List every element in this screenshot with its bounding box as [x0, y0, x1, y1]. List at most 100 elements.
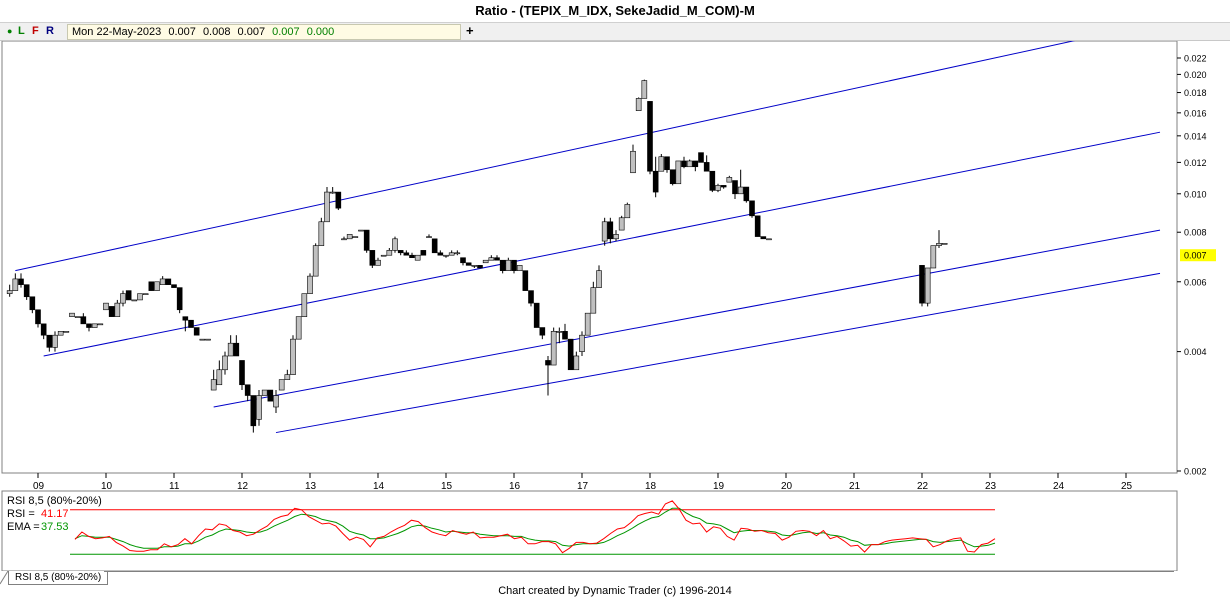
candle-body [601, 221, 608, 242]
candle-body [511, 259, 517, 271]
y-tick-label: 0.014 [1184, 131, 1207, 141]
candle-body [930, 245, 937, 269]
candle-body [437, 252, 444, 256]
candle-body [341, 238, 347, 241]
candle-body [409, 254, 415, 259]
candle-body [624, 204, 631, 219]
chart-area[interactable]: 0.022 0.020 0.018 0.016 0.014 0.012 0.010 0.008… [0, 41, 1230, 571]
x-tick-label: 25 [1121, 481, 1133, 492]
quote-readout: Mon 22-May-2023 0.007 0.008 0.007 0.007 … [67, 24, 461, 40]
chart-title: Ratio - (TEPIX_M_IDX, SekeJadid_M_COM)-M [475, 3, 755, 18]
candle-body [471, 265, 478, 267]
candle-body [431, 238, 438, 254]
candle-body [131, 299, 138, 302]
candle-body [23, 284, 30, 298]
rsi-title: RSI 8,5 (80%-20%) [7, 495, 102, 507]
candle-body [284, 374, 291, 380]
candle-body [392, 238, 398, 251]
channel-line [275, 272, 1161, 434]
ema-line [74, 507, 996, 549]
x-tick-label: 12 [237, 481, 249, 492]
candle-body [692, 160, 699, 168]
candle-body [324, 191, 330, 223]
x-tick-label: 16 [509, 481, 521, 492]
candle-body [754, 215, 761, 237]
candle-body [35, 309, 41, 325]
candle-body [596, 270, 602, 288]
candle-body [301, 293, 308, 317]
y-tick-label: 0.018 [1184, 88, 1207, 98]
x-tick-label: 09 [33, 481, 45, 492]
x-tick-label: 24 [1053, 481, 1065, 492]
candle-body [499, 259, 506, 271]
candle-body [222, 355, 228, 371]
candle-body [533, 302, 540, 328]
candle-body [18, 278, 24, 285]
candle-body [69, 312, 75, 317]
candle-body [91, 323, 98, 328]
candle-body [6, 290, 13, 294]
candle-body [29, 296, 36, 311]
candle-body [522, 270, 529, 291]
candle-body [703, 162, 710, 172]
candle-body [465, 262, 472, 266]
candle-body [295, 316, 302, 340]
x-tick-label: 20 [781, 481, 793, 492]
candle-body [669, 169, 676, 185]
mode-f-button[interactable]: F [32, 25, 39, 37]
candle-body [176, 287, 183, 311]
candle-body [760, 236, 767, 240]
live-dot-icon[interactable]: ● [7, 26, 13, 36]
candle-body [244, 384, 251, 396]
channel-line [15, 41, 1076, 272]
candle-body [924, 267, 931, 304]
last-price-label: 0.007 [1184, 251, 1207, 261]
mode-l-button[interactable]: L [18, 25, 25, 37]
candle-body [618, 217, 625, 231]
candle-body [307, 275, 313, 294]
candle-body [460, 257, 466, 264]
price-axis: 0.022 0.020 0.018 0.016 0.014 0.012 0.010 0.008… [1177, 53, 1216, 477]
candle-body [205, 338, 211, 341]
x-tick-label: 13 [305, 481, 317, 492]
candle-body [380, 254, 387, 257]
candle-body [233, 342, 240, 357]
add-icon[interactable]: + [466, 23, 474, 38]
channel-line [213, 229, 1161, 408]
candle-body [335, 191, 342, 209]
candle-body [607, 221, 614, 240]
x-tick-label: 15 [441, 481, 453, 492]
candles [6, 79, 948, 433]
candle-body [715, 185, 721, 191]
x-tick-label: 19 [713, 481, 725, 492]
quote-date: Mon 22-May-2023 [72, 26, 162, 38]
x-tick-label: 17 [577, 481, 589, 492]
ema-value: 37.53 [41, 521, 69, 533]
y-tick-label: 0.022 [1184, 53, 1207, 63]
candle-body [403, 252, 410, 256]
candle-body [658, 156, 665, 172]
candle-body [562, 331, 568, 340]
candle-body [720, 185, 727, 188]
candle-body [664, 156, 670, 171]
candle-body [363, 229, 370, 251]
candle-body [46, 334, 53, 348]
x-tick-label: 21 [849, 481, 861, 492]
candle-body [726, 177, 733, 183]
time-axis: 09 10 11 12 13 14 15 16 17 18 19 20 21 22 23 24 25 [33, 473, 1133, 492]
candle-body [250, 395, 257, 427]
tab-rsi[interactable]: RSI 8,5 (80%-20%) [8, 571, 109, 585]
candle-body [454, 252, 461, 255]
candle-body [545, 360, 551, 366]
rsi-line [74, 500, 996, 554]
footer-credit: Chart created by Dynamic Trader (c) 1996… [498, 585, 732, 597]
candle-body [494, 257, 500, 261]
candle-body [675, 160, 682, 185]
ema-label: EMA = [7, 521, 40, 533]
mode-r-button[interactable]: R [46, 25, 54, 37]
rsi-lines [70, 500, 996, 555]
candle-body [941, 243, 948, 245]
candle-body [290, 338, 296, 375]
y-tick-label: 0.006 [1184, 277, 1207, 287]
candle-body [749, 200, 755, 217]
